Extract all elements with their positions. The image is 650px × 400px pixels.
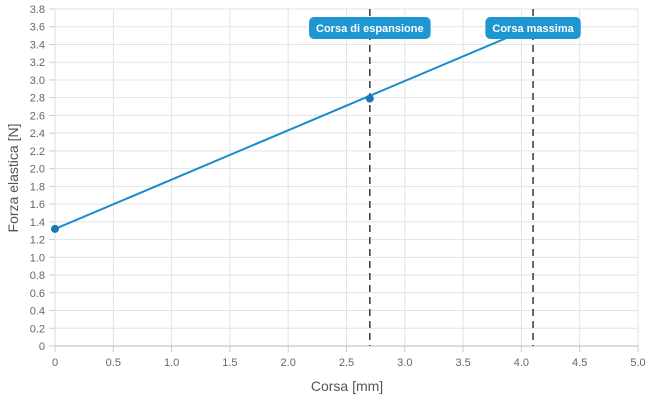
x-axis-title: Corsa [mm]: [311, 378, 383, 394]
x-tick-label: 0: [52, 357, 58, 369]
x-tick-label: 3.0: [397, 357, 412, 369]
y-tick-label: 2.0: [30, 164, 45, 176]
y-tick-label: 2.6: [30, 110, 45, 122]
axes: [49, 8, 639, 352]
x-tick-label: 3.5: [455, 357, 470, 369]
y-tick-label: 3.8: [30, 4, 45, 16]
data-point: [365, 94, 374, 103]
y-tick-label: 1.0: [30, 252, 45, 264]
marker-label-box: [485, 17, 581, 39]
marker-label-text: Corsa massima: [492, 23, 574, 35]
y-axis-title: Forza elastica [N]: [5, 124, 21, 233]
y-tick-label: 2.4: [30, 128, 45, 140]
series: [51, 25, 534, 233]
y-tick-label: 1.6: [30, 199, 45, 211]
marker-label: Corsa massima: [485, 17, 581, 39]
series-line: [54, 25, 534, 230]
y-tick-labels: 0 0.2 0.4 0.6 0.8 1.0 1.2 1.4 1.6 1.8 2.0 2.2 2.4 2.6…: [30, 4, 45, 353]
x-tick-label: 0.5: [106, 357, 121, 369]
marker-label: Corsa di espansione: [309, 17, 431, 39]
x-tick-label: 1.5: [222, 357, 237, 369]
y-tick-label: 1.2: [30, 235, 45, 247]
marker-label-text: Corsa di espansione: [316, 23, 424, 35]
y-tick-label: 0.8: [30, 270, 45, 282]
y-tick-label: 0.4: [30, 306, 45, 318]
y-tick-label: 0.6: [30, 288, 45, 300]
y-tick-label: 2.2: [30, 146, 45, 158]
marker-label-box: [309, 17, 431, 39]
x-tick-label: 5.0: [630, 357, 645, 369]
vertical-markers: [369, 9, 534, 346]
y-tick-label: 1.8: [30, 181, 45, 193]
x-tick-label: 1.0: [164, 357, 179, 369]
y-tick-label: 3.6: [30, 22, 45, 34]
y-tick-label: 3.4: [30, 39, 45, 51]
y-tick-label: 3.2: [30, 57, 45, 69]
y-tick-label: 2.8: [30, 93, 45, 105]
x-tick-label: 2.0: [281, 357, 296, 369]
y-tick-label: 0.2: [30, 323, 45, 335]
data-point: [51, 224, 59, 233]
x-tick-label: 4.0: [514, 357, 529, 369]
x-tick-label: 2.5: [339, 357, 354, 369]
grid: [54, 8, 639, 347]
y-tick-label: 1.4: [30, 217, 45, 229]
marker-labels: Corsa di espansione Corsa massima: [309, 17, 581, 39]
x-tick-labels: 0 0.5 1.0 1.5 2.0 2.5 3.0 3.5 4.0 4.5 5.0: [52, 357, 646, 369]
y-tick-label: 0: [39, 341, 45, 353]
x-tick-label: 4.5: [572, 357, 587, 369]
y-tick-label: 3.0: [30, 75, 45, 87]
